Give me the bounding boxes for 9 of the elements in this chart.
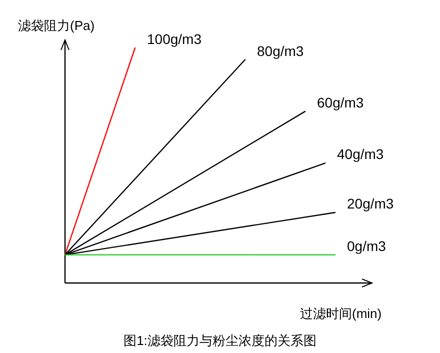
x-axis-title: 过滤时间(min) <box>300 306 382 321</box>
series-label: 80g/m3 <box>257 42 304 59</box>
series-label: 40g/m3 <box>337 146 384 162</box>
series-label: 20g/m3 <box>347 196 394 212</box>
text: 图1:滤袋阻力与粉尘浓度的关系图 <box>124 333 316 348</box>
y-axis-title: 滤袋阻力(Pa) <box>18 18 95 33</box>
series-label: 100g/m3 <box>147 31 202 47</box>
series-label: 0g/m3 <box>347 238 386 254</box>
series-label: 60g/m3 <box>317 94 364 110</box>
